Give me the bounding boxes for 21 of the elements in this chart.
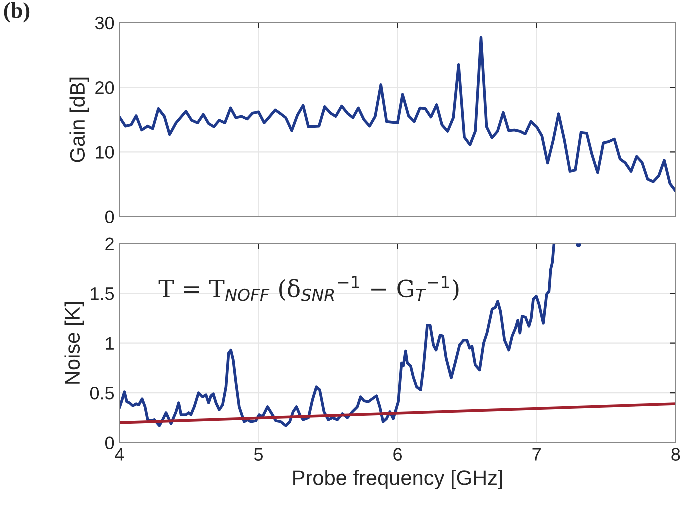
chart-title: (b) <box>4 2 30 23</box>
y-tick-label: 0 <box>105 210 114 224</box>
x-tick-label: 4 <box>115 448 124 461</box>
text: T = T$_{NOFF}$ (δ$_{SNR}$$^{−1}$ − G$_{T}$$^{−1}$) <box>158 276 459 302</box>
y-tick-label: 10 <box>96 146 114 159</box>
y-tick-label: 30 <box>95 16 114 30</box>
x-axis-title: Probe frequency [GHz] <box>294 470 502 490</box>
y-tick-label: 0 <box>105 436 114 450</box>
y-axis-title: Noise [K] <box>64 302 84 384</box>
y-tick-label: 20 <box>96 81 114 94</box>
x-tick-label: 5 <box>254 448 264 461</box>
x-tick-label: 7 <box>532 448 541 461</box>
y-axis-title: Gain [dB] <box>70 78 90 162</box>
y-tick-label: 0.5 <box>90 387 114 400</box>
y-tick-label: 1.5 <box>91 288 114 300</box>
line-series <box>120 36 676 192</box>
y-tick-label: 1 <box>106 337 114 350</box>
x-tick-label: 6 <box>394 448 402 461</box>
line-series <box>120 244 556 428</box>
y-tick-label: 2 <box>106 238 114 250</box>
x-tick-label: 8 <box>672 448 680 461</box>
